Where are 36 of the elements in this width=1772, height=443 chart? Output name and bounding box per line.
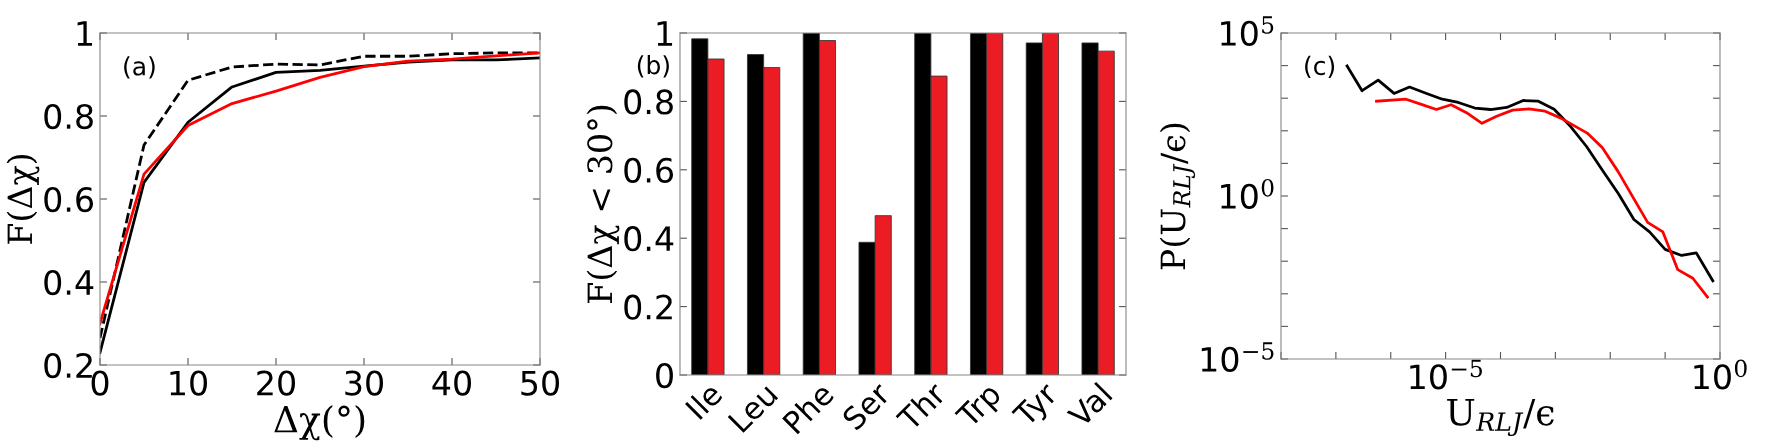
y-tick-label: 0.2 — [624, 294, 672, 320]
text: (b) — [637, 55, 669, 78]
y-axis-title: P(U$_{RLJ}$/ϵ) — [1159, 123, 1196, 270]
annotation: (c) — [1305, 55, 1335, 79]
y-tick-label: 10$^{0}$ — [1221, 179, 1274, 209]
y-axis-title: F(Δχ < 30°) — [586, 105, 620, 303]
x-tick-label: 30 — [345, 370, 383, 396]
x-tick-label: Trp — [954, 381, 1007, 434]
y-tick-label: 0.8 — [624, 89, 673, 115]
x-tick-label: 10 — [170, 370, 207, 396]
x-tick-label: Phe — [781, 381, 835, 435]
x-tick-label: 10$^{0}$ — [1694, 359, 1747, 390]
line-series — [1345, 64, 1715, 283]
x-tick-label: Ile — [684, 381, 724, 421]
x-axis-title: Δχ(°) — [274, 404, 365, 441]
x-tick-label: Ser — [841, 380, 892, 432]
x-tick-label: 50 — [521, 370, 559, 396]
x-tick-label: Thr — [895, 379, 948, 433]
x-tick-label: 20 — [257, 370, 295, 396]
y-tick-label: 10$^{5}$ — [1221, 16, 1274, 46]
x-tick-label: 10$^{−5}$ — [1410, 359, 1482, 390]
x-tick-label: Tyr — [1011, 380, 1064, 433]
y-tick-label: 0.6 — [624, 157, 674, 183]
y-tick-label: 0.4 — [44, 269, 94, 296]
y-axis-title: F(Δχ) — [6, 154, 40, 244]
y-tick-label: 0.4 — [624, 226, 674, 252]
annotation: (a) — [124, 56, 155, 79]
x-tick-label: Leu — [727, 382, 779, 434]
y-tick-label: 1 — [657, 21, 673, 46]
y-tick-label: 0.2 — [44, 352, 92, 379]
y-tick-label: 0.8 — [44, 103, 93, 130]
y-tick-label: 0.6 — [44, 186, 94, 213]
x-tick-label: Val — [1065, 381, 1113, 429]
x-axis-title: U$_{RLJ}$/ϵ — [1447, 398, 1554, 437]
y-tick-label: 1 — [77, 21, 93, 46]
x-tick-label: 40 — [432, 370, 471, 396]
